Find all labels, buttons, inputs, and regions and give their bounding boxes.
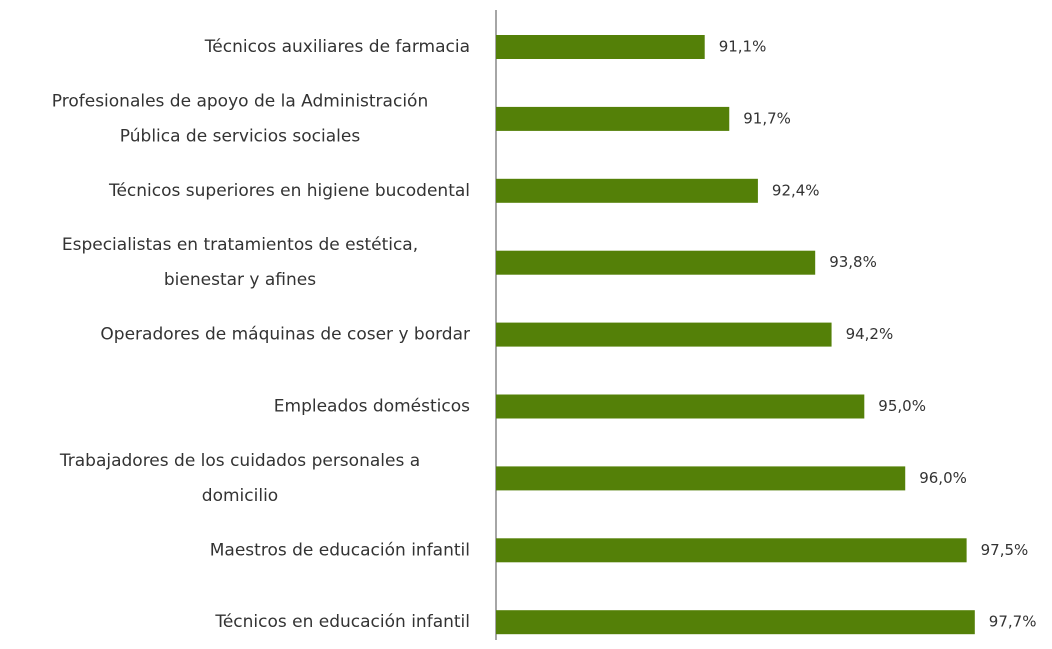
bar (496, 322, 832, 347)
value-label: 93,8% (829, 253, 877, 271)
bar (496, 394, 865, 419)
category-label: Empleados domésticos (274, 397, 470, 417)
category-label: Trabajadores de los cuidados personales … (59, 451, 420, 471)
category-label: Técnicos auxiliares de farmacia (204, 37, 470, 57)
bar (496, 250, 816, 275)
value-label: 97,7% (989, 613, 1037, 631)
category-label: domicilio (202, 486, 278, 506)
category-label: Pública de servicios sociales (120, 126, 361, 146)
bar (496, 35, 705, 59)
category-label: Profesionales de apoyo de la Administrac… (52, 91, 428, 111)
bar (496, 466, 906, 491)
category-label: Especialistas en tratamientos de estétic… (62, 235, 418, 255)
bar (496, 538, 967, 563)
bar (496, 106, 730, 131)
category-label: Maestros de educación infantil (210, 540, 470, 560)
category-label: Operadores de máquinas de coser y bordar (100, 325, 470, 345)
category-label: Técnicos en educación infantil (214, 612, 470, 632)
value-label: 97,5% (981, 541, 1029, 559)
value-label: 94,2% (846, 325, 894, 343)
bar (496, 610, 975, 635)
value-label: 91,7% (743, 109, 791, 127)
value-label: 92,4% (772, 181, 820, 199)
value-label: 96,0% (919, 469, 967, 487)
value-label: 95,0% (878, 397, 926, 415)
category-label: Técnicos superiores en higiene bucodenta… (108, 181, 470, 201)
category-label: bienestar y afines (164, 270, 316, 290)
bar (496, 178, 758, 203)
value-label: 91,1% (719, 38, 767, 56)
